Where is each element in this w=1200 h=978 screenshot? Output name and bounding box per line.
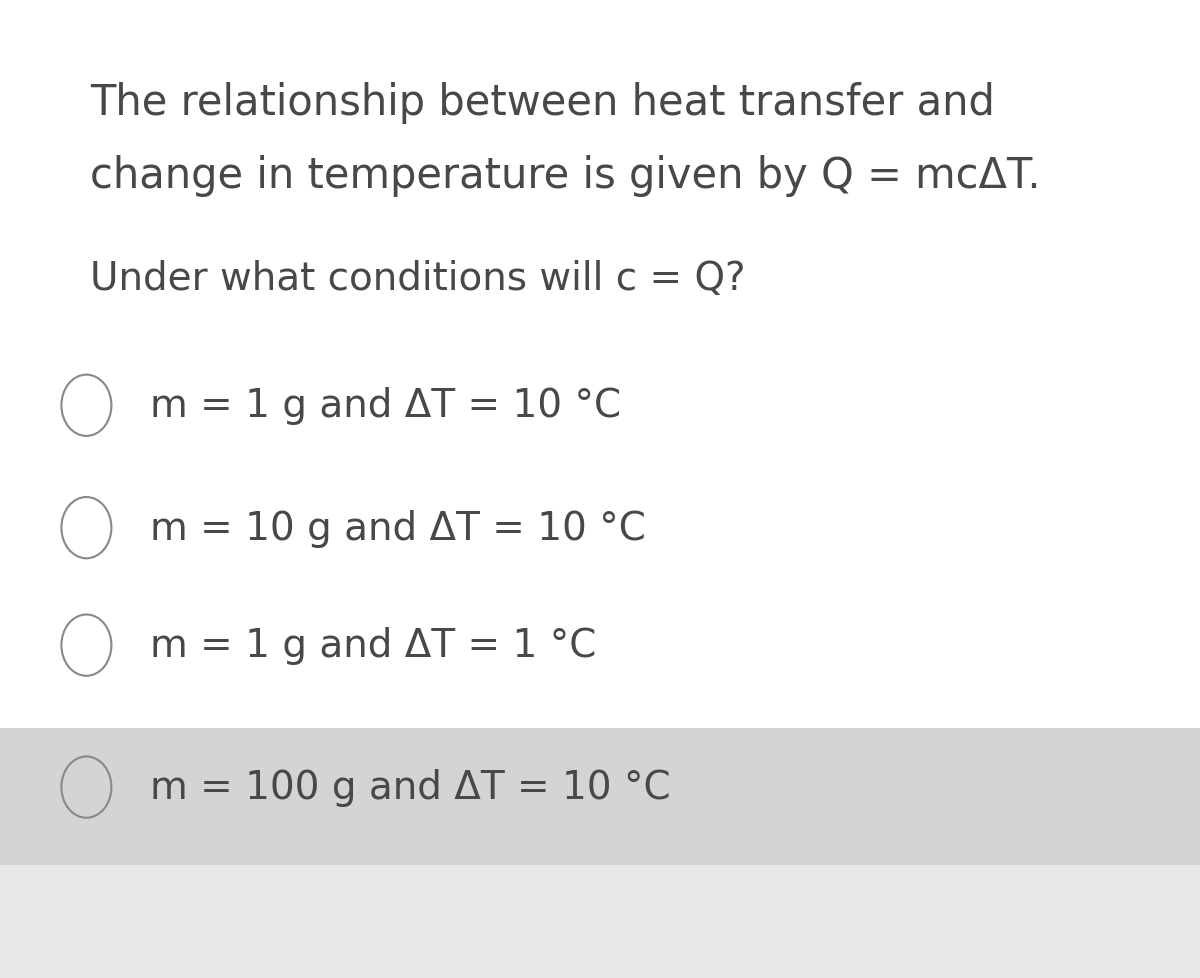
Text: m = 1 g and ΔT = 1 °C: m = 1 g and ΔT = 1 °C: [150, 627, 596, 664]
Text: m = 100 g and ΔT = 10 °C: m = 100 g and ΔT = 10 °C: [150, 769, 671, 806]
Text: The relationship between heat transfer and: The relationship between heat transfer a…: [90, 82, 995, 123]
Text: m = 1 g and ΔT = 10 °C: m = 1 g and ΔT = 10 °C: [150, 387, 622, 424]
Text: Under what conditions will c = Q?: Under what conditions will c = Q?: [90, 260, 745, 297]
Text: change in temperature is given by Q = mcΔT.: change in temperature is given by Q = mc…: [90, 156, 1040, 197]
Text: m = 10 g and ΔT = 10 °C: m = 10 g and ΔT = 10 °C: [150, 510, 646, 547]
Bar: [0, 0, 1200, 866]
Bar: [0, 729, 1200, 866]
